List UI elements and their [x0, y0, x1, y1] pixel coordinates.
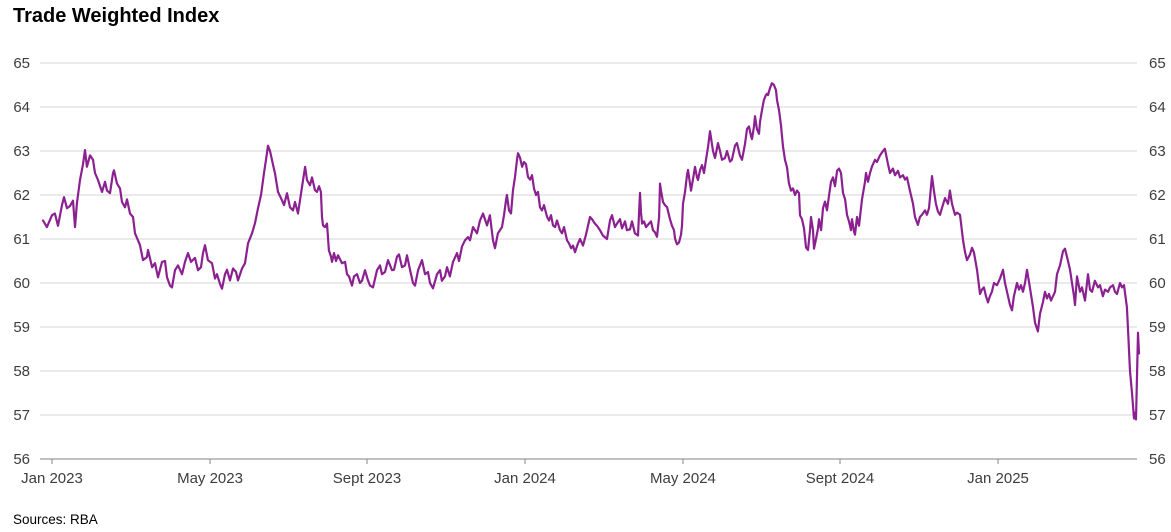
- y-tick-label-right: 65: [1149, 55, 1166, 72]
- y-tick-label-right: 56: [1149, 451, 1166, 468]
- y-tick-label-left: 57: [13, 407, 30, 424]
- y-tick-label-left: 63: [13, 143, 30, 160]
- y-tick-label-left: 61: [13, 231, 30, 248]
- y-tick-label-left: 58: [13, 363, 30, 380]
- source-note: Sources: RBA: [13, 512, 98, 527]
- x-tick-label: May 2023: [177, 470, 243, 487]
- y-tick-label-right: 58: [1149, 363, 1166, 380]
- y-tick-label-right: 62: [1149, 187, 1166, 204]
- x-tick-label: Sept 2023: [333, 470, 401, 487]
- y-tick-label-left: 64: [13, 99, 30, 116]
- y-tick-label-right: 57: [1149, 407, 1166, 424]
- y-tick-label-left: 60: [13, 275, 30, 292]
- y-tick-label-left: 56: [13, 451, 30, 468]
- y-tick-label-left: 59: [13, 319, 30, 336]
- x-tick-label: Sept 2024: [806, 470, 874, 487]
- y-tick-label-right: 59: [1149, 319, 1166, 336]
- x-tick-label: Jan 2023: [21, 470, 83, 487]
- y-tick-label-left: 65: [13, 55, 30, 72]
- y-tick-label-right: 64: [1149, 99, 1166, 116]
- y-tick-label-right: 61: [1149, 231, 1166, 248]
- y-tick-label-left: 62: [13, 187, 30, 204]
- x-tick-label: May 2024: [650, 470, 716, 487]
- series-line: [41, 82, 1141, 421]
- y-tick-label-right: 60: [1149, 275, 1166, 292]
- x-tick-label: Jan 2024: [494, 470, 556, 487]
- page-title: Trade Weighted Index: [13, 5, 220, 27]
- y-tick-label-right: 63: [1149, 143, 1166, 160]
- x-tick-label: Jan 2025: [967, 470, 1029, 487]
